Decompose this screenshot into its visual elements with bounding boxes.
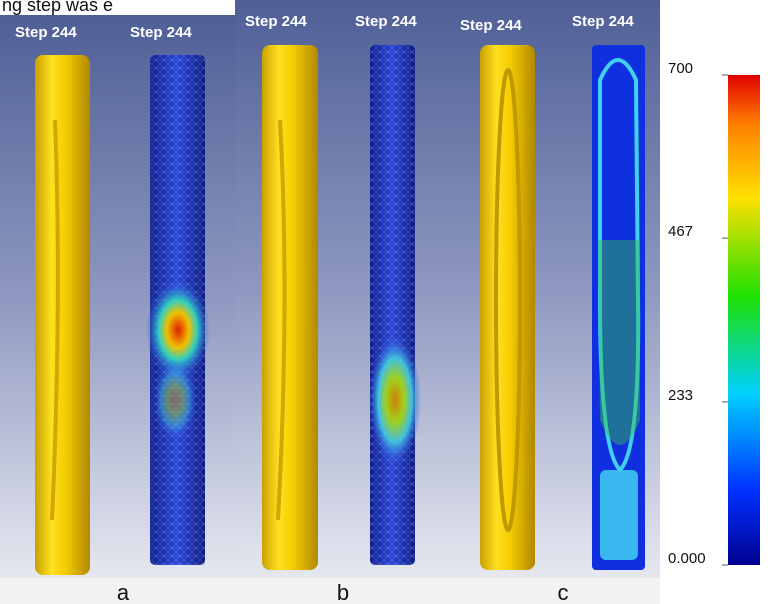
stress-hotspot [153,360,197,440]
cylinder [35,55,90,575]
step-label: Step 244 [355,13,417,30]
cylinder [480,45,535,570]
colorbar [728,75,760,565]
contour-band [600,470,638,560]
colorbar-title: cipal (MPa) [662,21,738,38]
colorbar-tick-label: 233 [668,387,693,404]
colorbar-tick-label: 0.000 [668,550,706,567]
caption-fragment: ng step was e [2,0,113,15]
page: ng step was e cipal (MPa) Step 244 Step 2… [0,0,768,604]
step-label: Step 244 [130,24,192,41]
stress-hotspot [369,335,421,465]
figure: ng step was e cipal (MPa) Step 244 Step 2… [0,0,768,604]
cylinder [262,45,318,570]
panel-label: a [117,580,130,604]
mesh-lines [370,45,415,565]
panel-label: b [337,580,349,604]
step-label: Step 244 [245,13,307,30]
contour-band [598,240,640,445]
panel-label: c [558,580,569,604]
step-label: Step 244 [460,17,522,34]
step-label: Step 244 [15,24,77,41]
colorbar-tick-label: 467 [668,223,693,240]
step-label: Step 244 [572,13,634,30]
colorbar-tick-label: 700 [668,60,693,77]
